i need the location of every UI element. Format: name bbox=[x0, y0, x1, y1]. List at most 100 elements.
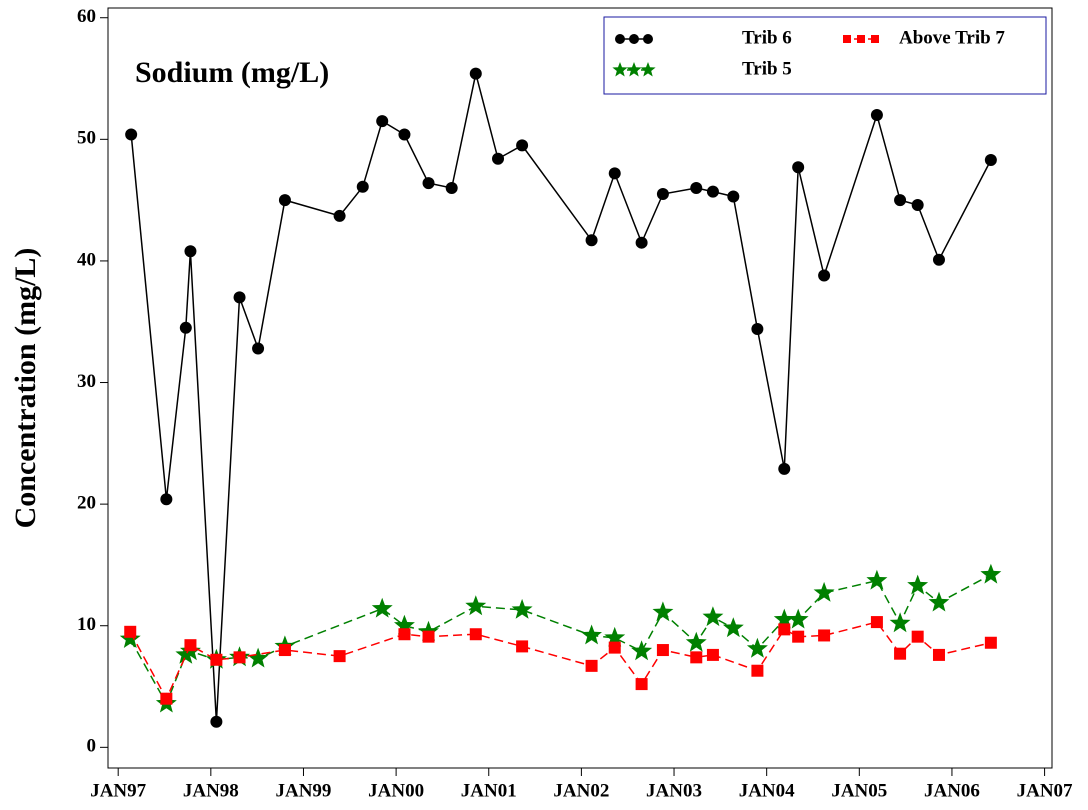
marker bbox=[356, 180, 369, 193]
x-tick-label: JAN06 bbox=[924, 780, 980, 801]
marker bbox=[984, 154, 997, 166]
marker bbox=[333, 650, 346, 663]
marker bbox=[376, 115, 389, 128]
x-tick-label: JAN99 bbox=[275, 780, 331, 801]
x-tick-label: JAN07 bbox=[1017, 780, 1073, 801]
marker bbox=[907, 574, 929, 595]
marker bbox=[398, 628, 411, 641]
marker bbox=[894, 194, 907, 207]
marker bbox=[278, 194, 291, 207]
marker bbox=[773, 608, 795, 629]
marker bbox=[652, 601, 674, 622]
marker bbox=[870, 616, 883, 629]
legend-label: Trib 5 bbox=[742, 58, 792, 79]
legend-marker bbox=[643, 34, 653, 44]
y-tick-label: 20 bbox=[77, 492, 96, 513]
marker bbox=[889, 612, 911, 633]
marker bbox=[119, 628, 141, 648]
series-line bbox=[129, 621, 992, 701]
marker bbox=[928, 591, 950, 612]
x-tick-label: JAN03 bbox=[646, 780, 702, 801]
y-tick-label: 40 bbox=[77, 249, 96, 270]
series-line bbox=[130, 73, 992, 722]
marker bbox=[706, 648, 719, 661]
marker bbox=[778, 462, 791, 475]
marker bbox=[690, 181, 703, 194]
marker bbox=[184, 639, 197, 652]
marker bbox=[124, 625, 137, 638]
marker bbox=[932, 648, 945, 661]
marker bbox=[751, 664, 764, 677]
marker bbox=[160, 692, 173, 705]
marker bbox=[746, 637, 768, 658]
marker bbox=[818, 629, 831, 642]
legend: Trib 6 Trib 5 Above Trib 7 bbox=[603, 16, 1047, 95]
marker bbox=[469, 628, 482, 641]
marker bbox=[984, 636, 997, 649]
marker bbox=[394, 614, 415, 635]
marker bbox=[727, 190, 740, 203]
marker bbox=[813, 581, 835, 602]
y-tick-label: 50 bbox=[77, 128, 96, 149]
marker bbox=[581, 624, 602, 645]
marker bbox=[608, 641, 621, 654]
marker bbox=[702, 606, 724, 627]
plot-frame bbox=[107, 7, 1053, 769]
marker bbox=[894, 647, 907, 660]
marker bbox=[870, 109, 883, 122]
chart-title: Sodium (mg/L) bbox=[135, 56, 329, 89]
marker bbox=[787, 608, 809, 629]
marker bbox=[445, 181, 458, 194]
y-tick-label: 0 bbox=[87, 736, 97, 757]
marker bbox=[278, 644, 291, 657]
x-tick-label: JAN04 bbox=[739, 780, 795, 801]
x-tick-label: JAN00 bbox=[368, 780, 424, 801]
marker bbox=[818, 269, 831, 282]
marker bbox=[656, 188, 669, 201]
marker bbox=[233, 651, 246, 664]
marker bbox=[911, 630, 924, 643]
marker bbox=[778, 623, 791, 636]
marker bbox=[469, 67, 482, 80]
marker bbox=[333, 209, 346, 222]
x-tick-label: JAN97 bbox=[90, 780, 146, 801]
marker bbox=[706, 185, 719, 198]
marker bbox=[511, 598, 533, 619]
legend-marker bbox=[640, 62, 656, 77]
marker bbox=[911, 198, 924, 211]
marker bbox=[210, 653, 223, 666]
marker bbox=[635, 236, 648, 249]
x-tick-label: JAN05 bbox=[831, 780, 887, 801]
marker bbox=[585, 659, 598, 672]
legend-marker bbox=[871, 35, 879, 43]
marker bbox=[792, 630, 805, 643]
marker bbox=[233, 291, 246, 304]
marker bbox=[247, 647, 269, 668]
x-tick-label: JAN01 bbox=[461, 780, 517, 801]
legend-marker bbox=[843, 35, 851, 43]
marker bbox=[751, 323, 764, 336]
marker bbox=[631, 640, 653, 661]
marker bbox=[210, 715, 223, 728]
legend-marker bbox=[626, 62, 642, 77]
marker bbox=[398, 128, 411, 141]
marker bbox=[516, 640, 529, 653]
marker bbox=[125, 128, 138, 141]
marker bbox=[685, 631, 707, 652]
marker bbox=[179, 321, 192, 334]
marker bbox=[371, 597, 393, 618]
legend-box bbox=[603, 16, 1047, 95]
marker bbox=[252, 342, 265, 355]
marker bbox=[160, 493, 173, 506]
marker bbox=[585, 234, 598, 247]
x-tick-label: JAN02 bbox=[553, 780, 609, 801]
legend-marker bbox=[615, 34, 625, 44]
marker bbox=[465, 595, 487, 616]
x-tick-label: JAN98 bbox=[183, 780, 239, 801]
marker bbox=[492, 152, 505, 165]
legend-marker bbox=[629, 34, 639, 44]
legend-label: Trib 6 bbox=[742, 27, 792, 48]
marker bbox=[422, 177, 435, 190]
marker bbox=[516, 139, 529, 152]
